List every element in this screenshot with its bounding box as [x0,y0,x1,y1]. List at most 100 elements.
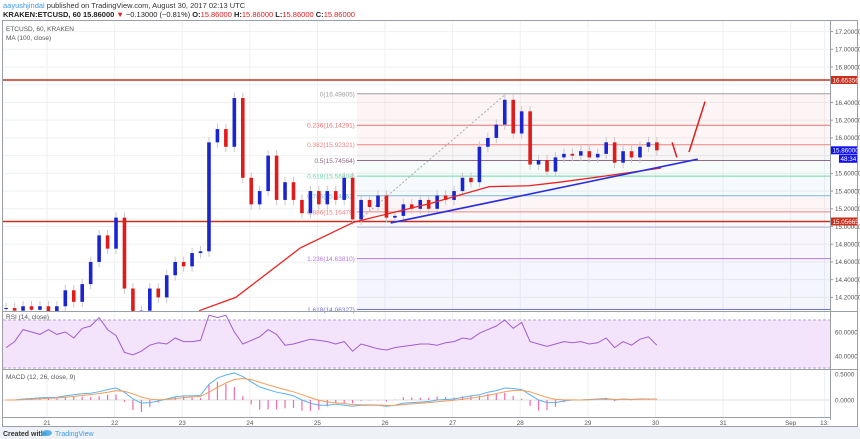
macd-histogram-bar [73,396,75,400]
price-pane-title: ETCUSD, 60, KRAKEN [6,26,74,33]
candle [629,151,634,158]
candles [4,92,659,312]
candle [477,146,482,183]
candle [469,177,473,183]
candle [528,111,532,165]
macd-histogram-bar [140,400,142,412]
footer-tradingview-link[interactable]: TradingView [55,431,94,438]
candle [410,204,414,209]
candle [646,142,651,147]
candle [393,215,397,218]
candle [494,124,499,138]
macd-histogram-bar [242,396,244,400]
macd-histogram-bar [478,395,481,400]
candle [579,151,583,156]
candle [80,284,85,302]
candle [350,177,355,220]
bar-countdown-label: 48:34 [841,156,857,163]
published-text: published on TradingView.com, August 30,… [45,1,246,10]
macd-histogram-bar [461,396,464,400]
candle [266,155,270,192]
time-axis-label: 30 [652,420,660,427]
macd-histogram-bar [47,398,50,400]
candle [46,306,51,311]
macd-line [6,372,657,407]
trendline [390,158,698,224]
macd-histogram-bar [56,398,58,400]
macd-histogram-bar [199,397,202,400]
last-price-label: 15.86000 [833,148,860,155]
price-axis-label: 14.60000 [835,259,860,266]
candle [604,142,608,154]
candle [38,306,42,310]
macd-histogram-bar [512,395,514,400]
candle [519,111,524,134]
candle [232,98,237,147]
candle [156,288,161,298]
candle [257,191,262,205]
candle [655,142,659,151]
symbol-and-price: KRAKEN:ETCUSD, 60 15.86000 [3,10,114,19]
macd-legend[interactable]: MACD (12, 26, close, 9) [6,374,75,381]
price-axis-label: 15.40000 [835,188,860,195]
fib-level-label: 1.236(14.63810) [307,256,355,263]
macd-histogram-bar [521,398,523,400]
price-axis-label: 14.20000 [835,295,860,302]
macd-histogram-bar [352,400,354,404]
macd-histogram-bar [537,400,540,411]
macd-histogram-bar [191,397,193,400]
footer-created-with: Created with [3,431,45,438]
horizontal-lines[interactable] [3,79,830,223]
high-key: H: [234,10,242,19]
candle [21,306,25,311]
price-axis-label: 14.80000 [835,242,860,249]
footer-bar [0,427,860,439]
candle [638,146,642,158]
macd-histogram-bar [360,400,362,401]
candle [97,235,101,262]
candle [418,199,423,209]
macd-histogram-bar [402,397,404,400]
overlays[interactable] [198,101,706,312]
candle [325,191,330,205]
down-arrow-icon: ▼ [116,10,123,19]
macd-histogram-bar [326,400,328,407]
fib-zone [356,93,830,126]
macd-histogram-bar [419,397,421,400]
time-axis-label: 28 [517,420,525,427]
author-link[interactable]: aayushjindal [3,1,45,10]
candle [29,306,34,310]
macd-histogram-bar [90,397,92,400]
rsi-legend[interactable]: RSI (14, close) [6,314,49,321]
candle [460,177,465,192]
candle [486,137,490,147]
fib-zone [356,195,830,212]
candle [570,153,575,156]
macd-histogram-bar [64,397,66,400]
price-change: −0.13000 (−0.81%) [126,10,191,19]
macd-histogram-bar [309,400,311,411]
candle [88,261,93,285]
macd-histogram-bar [284,400,286,409]
time-axis-label: 13: [820,420,829,427]
ma-legend[interactable]: MA (100, close) [6,35,51,42]
macd-histogram-bar [183,396,185,400]
fib-zone [356,160,830,177]
macd-histogram-bar [5,400,7,401]
time-axis-label: 27 [449,420,457,427]
macd-histogram-bar [250,400,252,405]
last-price-badge [831,146,858,155]
arrow-segment-down [671,142,678,158]
horizontal-line-price-badge [831,217,858,226]
candle [131,288,135,311]
fib-trend-dashed-line [356,93,507,223]
candle [300,199,304,214]
macd-histogram-bar [301,400,303,411]
ma100-line [198,167,662,312]
candle [114,217,118,249]
macd-signal-line [6,377,657,406]
price-axis-label: 14.40000 [835,277,860,284]
fib-level-label: 0.886(15.16479) [307,209,355,216]
candle [587,151,592,158]
